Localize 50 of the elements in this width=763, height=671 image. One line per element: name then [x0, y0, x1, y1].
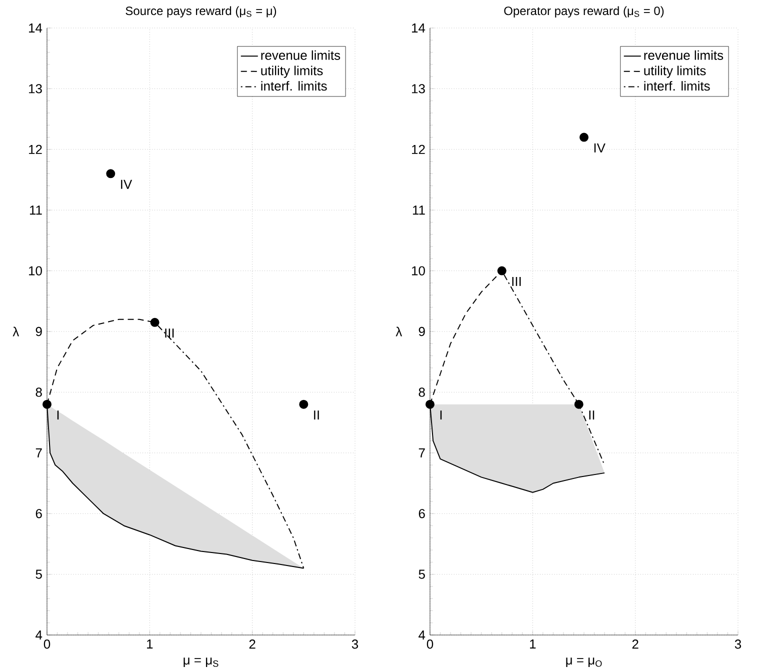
y-tick-label: 11	[30, 205, 42, 214]
y-tick-label: 7	[418, 448, 425, 458]
y-tick-label: 5	[418, 570, 425, 579]
x-tick-label: 1	[147, 639, 153, 648]
x-tick-label: 3	[734, 639, 742, 649]
y-tick-label: 14	[28, 23, 42, 32]
y-tick-label: 6	[36, 508, 42, 518]
chart-title: Source pays reward (μ$_{S}$ = μ)	[126, 6, 276, 18]
x-axis-title: μ = μ$_{O}$	[566, 657, 602, 667]
y-tick-label: 9	[36, 326, 42, 336]
y-tick-label: 9	[418, 326, 425, 336]
annotation: I	[57, 410, 59, 420]
y-tick-label: 8	[36, 387, 42, 397]
y-tick-label: 12	[412, 144, 425, 154]
annotation: II	[314, 410, 319, 420]
x-tick-label: 0	[44, 639, 50, 649]
x-tick-label: 2	[632, 639, 638, 648]
y-tick-label: 7	[36, 448, 42, 458]
x-tick-label: 0	[426, 639, 434, 649]
y-tick-label: 5	[36, 570, 42, 579]
y-axis-title: λ	[396, 326, 402, 336]
y-tick-label: 10	[28, 266, 42, 276]
legend-label: interf. limits	[644, 80, 710, 91]
y-tick-label: 12	[28, 144, 42, 154]
legend-label: interf. limits	[261, 80, 327, 91]
annotation: III	[165, 328, 174, 338]
y-tick-label: 4	[36, 630, 42, 640]
legend-label: utility limits	[644, 66, 706, 78]
annotation: III	[512, 276, 521, 286]
x-axis-title: μ = μ$_{S}$	[184, 657, 218, 667]
y-tick-label: 10	[412, 266, 425, 276]
y-tick-label: 13	[28, 84, 42, 94]
x-tick-label: 2	[249, 639, 256, 648]
y-tick-label: 14	[412, 23, 426, 32]
legend-label: revenue limits	[644, 50, 724, 60]
annotation: I	[440, 410, 442, 420]
annotation: II	[589, 410, 594, 420]
y-tick-label: 11	[412, 205, 425, 214]
y-tick-label: 13	[412, 84, 425, 94]
legend-label: utility limits	[261, 66, 323, 78]
x-tick-label: 3	[352, 639, 358, 649]
x-tick-label: 1	[530, 639, 536, 648]
y-tick-label: 4	[418, 630, 426, 640]
y-tick-label: 8	[418, 387, 425, 397]
annotation: IV	[121, 180, 132, 189]
y-tick-label: 6	[418, 508, 425, 518]
legend-label: revenue limits	[261, 50, 340, 60]
annotation: IV	[594, 143, 606, 152]
y-axis-title: λ	[12, 326, 20, 336]
chart-title: Operator pays reward (μ$_{S}$ = 0)	[504, 6, 664, 18]
